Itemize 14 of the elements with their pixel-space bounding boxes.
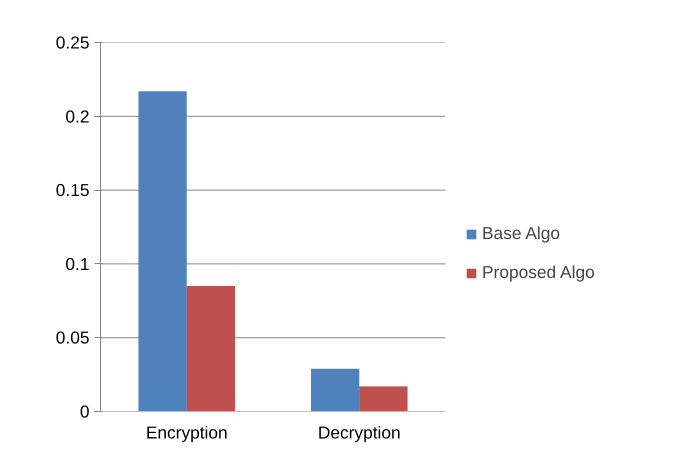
bar: [186, 286, 236, 412]
y-tick-label: 0.05: [56, 328, 90, 348]
x-tick-label: Decryption: [318, 422, 401, 442]
y-tick-label: 0.25: [56, 32, 90, 52]
bar: [138, 91, 187, 412]
y-tick-label: 0.15: [56, 180, 90, 200]
bar: [310, 368, 360, 412]
legend-label: Proposed Algo: [482, 262, 595, 283]
legend-label: Base Algo: [482, 223, 560, 244]
y-tick-label: 0.1: [65, 254, 90, 274]
bar: [359, 386, 408, 412]
y-tick-label: 0: [80, 402, 90, 422]
x-tick-label: Encryption: [146, 422, 228, 442]
y-tick-label: 0.2: [65, 106, 90, 126]
